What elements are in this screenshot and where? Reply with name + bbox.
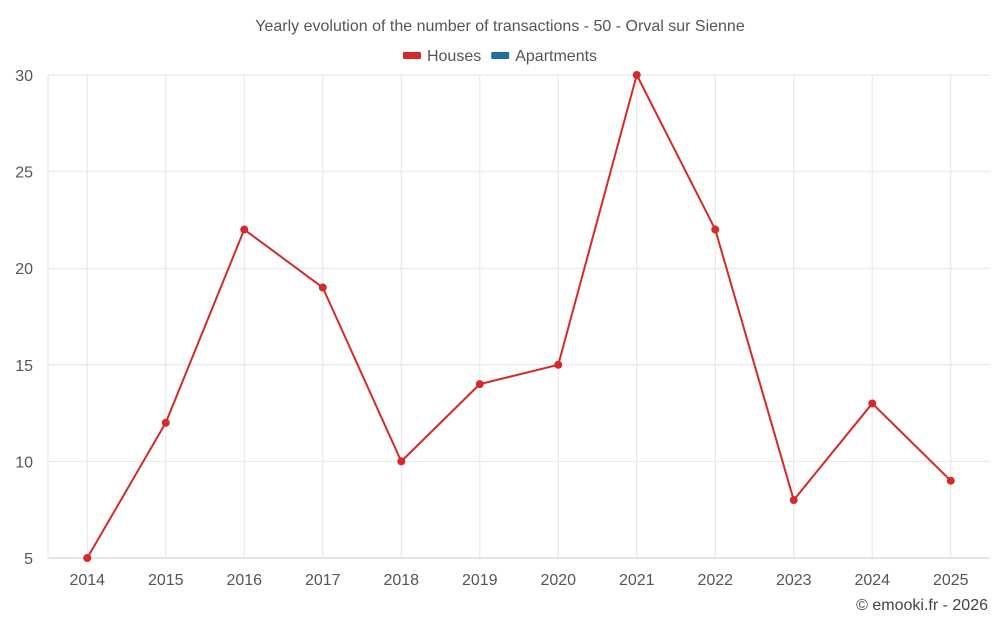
data-point-houses[interactable] xyxy=(946,476,955,485)
x-tick-label: 2021 xyxy=(619,572,655,589)
legend-item-houses[interactable]: Houses xyxy=(402,48,481,65)
x-tick-label: 2022 xyxy=(697,572,733,589)
x-tick-label: 2015 xyxy=(148,572,184,589)
data-point-houses[interactable] xyxy=(83,554,92,562)
legend-label: Apartments xyxy=(515,48,597,65)
data-point-houses[interactable] xyxy=(868,399,877,408)
y-tick-label: 10 xyxy=(15,454,33,471)
data-point-houses[interactable] xyxy=(318,283,327,292)
x-tick-label: 2016 xyxy=(226,572,262,589)
y-tick-label: 20 xyxy=(15,261,33,278)
x-tick-label: 2023 xyxy=(776,572,812,589)
x-tick-label: 2020 xyxy=(540,572,576,589)
x-tick-label: 2024 xyxy=(854,572,890,589)
legend-item-apartments[interactable]: Apartments xyxy=(491,48,597,65)
y-tick-label: 30 xyxy=(15,68,33,85)
data-point-houses[interactable] xyxy=(161,418,170,427)
data-point-houses[interactable] xyxy=(240,225,249,234)
legend-swatch xyxy=(402,52,421,59)
y-tick-label: 15 xyxy=(15,358,33,375)
legend-swatch xyxy=(491,52,510,59)
x-tick-label: 2014 xyxy=(69,572,105,589)
grid xyxy=(47,74,990,559)
x-tick-label: 2025 xyxy=(933,572,969,589)
legend-label: Houses xyxy=(427,48,481,65)
legend: Houses Apartments xyxy=(402,48,597,65)
series-line-houses xyxy=(86,74,952,559)
x-tick-label: 2018 xyxy=(383,572,419,589)
y-axis-ticks: 5 10 15 20 25 30 xyxy=(15,68,33,568)
x-axis-ticks: 2014 2015 2016 2017 2018 2019 2020 2021 2022 2023… xyxy=(69,572,968,589)
x-tick-label: 2017 xyxy=(305,572,341,589)
y-tick-label: 25 xyxy=(15,165,33,182)
credit-text: © emooki.fr - 2026 xyxy=(856,597,988,614)
data-point-houses[interactable] xyxy=(397,457,406,466)
data-point-houses[interactable] xyxy=(475,380,484,389)
y-tick-label: 5 xyxy=(24,551,33,568)
data-point-houses[interactable] xyxy=(554,360,563,369)
data-point-houses[interactable] xyxy=(711,225,720,234)
data-point-houses[interactable] xyxy=(789,496,798,505)
series-layer xyxy=(83,71,955,562)
x-tick-label: 2019 xyxy=(462,572,498,589)
data-point-houses[interactable] xyxy=(632,71,641,79)
chart-title: Yearly evolution of the number of transa… xyxy=(255,18,745,35)
